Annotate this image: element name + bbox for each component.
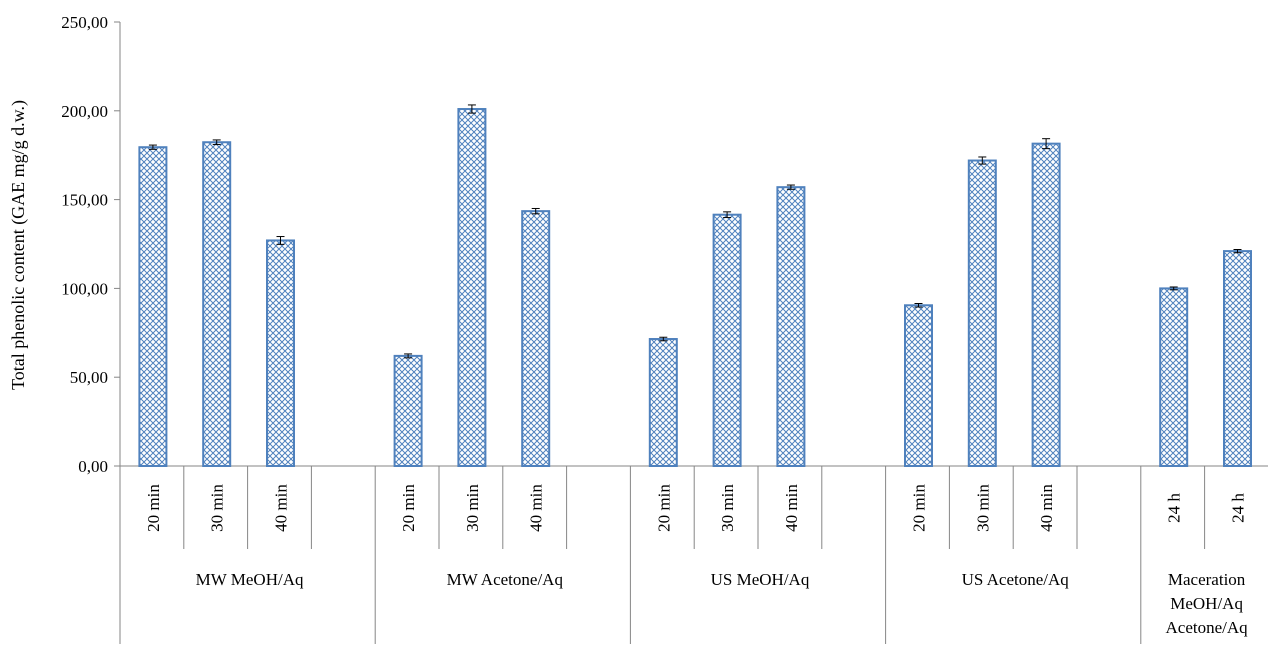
bar (202, 141, 232, 467)
category-label: 30 min (463, 484, 482, 532)
bar (776, 186, 806, 467)
group-label: Acetone/Aq (1166, 618, 1249, 637)
category-label: 20 min (654, 484, 673, 532)
y-tick-label: 150,00 (61, 191, 108, 210)
category-label: 20 min (144, 484, 163, 532)
category-label: 30 min (208, 484, 227, 532)
bar (266, 239, 295, 467)
bar (1223, 250, 1252, 467)
category-label: 30 min (718, 484, 737, 532)
bar (1031, 142, 1061, 467)
bar (904, 304, 933, 467)
bar (648, 338, 678, 467)
group-label: US Acetone/Aq (962, 570, 1070, 589)
axes (114, 21, 1268, 644)
group-label: MW MeOH/Aq (196, 570, 304, 589)
bar (521, 210, 551, 467)
y-tick-label: 100,00 (61, 279, 108, 298)
category-label: 40 min (527, 484, 546, 532)
bar (393, 354, 423, 467)
y-tick-label: 50,00 (70, 368, 108, 387)
category-label: 40 min (1037, 484, 1056, 532)
y-tick-label: 0,00 (78, 457, 108, 476)
category-label: 40 min (782, 484, 801, 532)
bar (1159, 287, 1189, 467)
category-label: 30 min (973, 484, 992, 532)
y-axis-label: Total phenolic content (GAE mg/g d.w.) (8, 100, 29, 390)
category-label: 20 min (399, 484, 418, 532)
category-label: 20 min (910, 484, 929, 532)
group-label: Maceration (1168, 570, 1246, 589)
axis-labels: 0,00 50,00 100,00 150,00 200,00 250,00 20 min 3… (61, 13, 1248, 637)
bar (712, 213, 742, 467)
group-label: MeOH/Aq (1170, 594, 1243, 613)
bar (138, 146, 168, 467)
category-label: 40 min (272, 484, 291, 532)
bar (457, 108, 487, 468)
category-label: 24 h (1229, 493, 1248, 523)
bar (967, 159, 997, 467)
bars (138, 104, 1252, 468)
y-tick-label: 200,00 (61, 102, 108, 121)
category-label: 24 h (1165, 493, 1184, 523)
group-label: US MeOH/Aq (711, 570, 810, 589)
y-tick-label: 250,00 (61, 13, 108, 32)
group-label: MW Acetone/Aq (447, 570, 564, 589)
